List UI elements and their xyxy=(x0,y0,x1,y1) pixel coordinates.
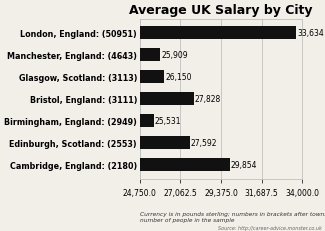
Text: Currency is in pounds sterling; numbers in brackets after towns is the
number of: Currency is in pounds sterling; numbers … xyxy=(140,211,325,222)
Bar xyxy=(0,158,229,172)
Text: 29,854: 29,854 xyxy=(231,161,257,170)
Text: 33,634: 33,634 xyxy=(297,29,324,38)
Bar xyxy=(0,27,296,40)
Text: 25,531: 25,531 xyxy=(155,117,181,126)
Text: 27,592: 27,592 xyxy=(191,139,217,148)
Bar xyxy=(0,93,194,106)
Title: Average UK Salary by City: Average UK Salary by City xyxy=(129,4,313,17)
Text: 26,150: 26,150 xyxy=(165,73,192,82)
Text: 27,828: 27,828 xyxy=(195,95,221,104)
Text: 25,909: 25,909 xyxy=(161,51,188,60)
Text: Source: http://career-advice.monster.co.uk: Source: http://career-advice.monster.co.… xyxy=(218,225,322,230)
Bar xyxy=(0,71,164,84)
Bar xyxy=(0,49,160,62)
Bar xyxy=(0,115,153,128)
Bar xyxy=(0,137,190,150)
